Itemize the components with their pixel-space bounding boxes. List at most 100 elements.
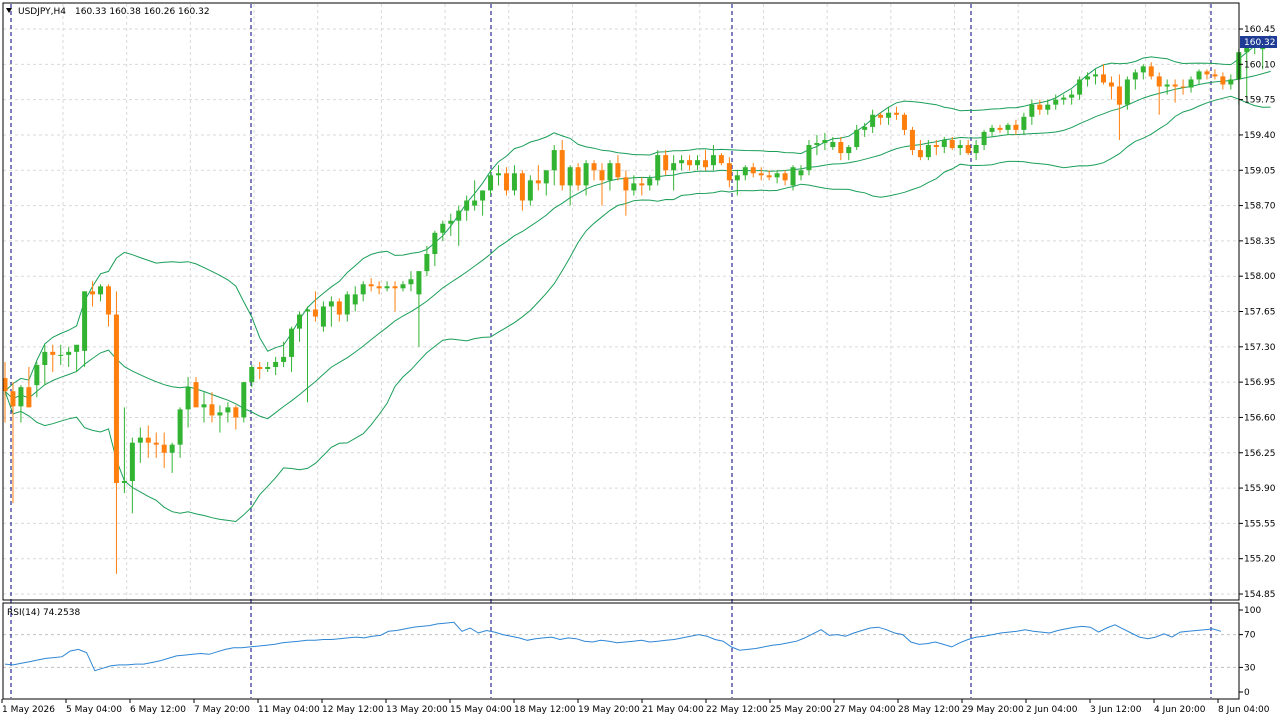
candle[interactable] (774, 170, 780, 184)
candle[interactable] (551, 145, 557, 186)
candle[interactable] (1164, 79, 1170, 95)
candle[interactable] (297, 311, 303, 342)
candle[interactable] (758, 167, 764, 181)
candle[interactable] (822, 132, 828, 151)
candle[interactable] (304, 306, 310, 403)
candle[interactable] (58, 344, 64, 365)
candle[interactable] (344, 291, 350, 322)
candle[interactable] (1188, 76, 1194, 93)
candle[interactable] (177, 407, 183, 458)
candle[interactable] (870, 109, 876, 133)
candle[interactable] (894, 106, 900, 120)
candle[interactable] (105, 284, 111, 327)
candle[interactable] (886, 106, 892, 125)
candle[interactable] (352, 286, 358, 312)
candle[interactable] (663, 150, 669, 176)
candle[interactable] (153, 432, 159, 458)
candle[interactable] (249, 364, 255, 388)
candle[interactable] (392, 281, 398, 312)
candle[interactable] (400, 281, 406, 292)
candle[interactable] (766, 170, 772, 181)
candle[interactable] (233, 405, 239, 430)
candle[interactable] (10, 382, 16, 504)
candle[interactable] (1100, 64, 1106, 85)
candle[interactable] (981, 129, 987, 151)
candle[interactable] (416, 271, 422, 347)
candle[interactable] (535, 165, 541, 191)
candle[interactable] (1124, 76, 1130, 110)
candle[interactable] (273, 356, 279, 376)
candle[interactable] (145, 425, 151, 458)
candle[interactable] (161, 432, 167, 468)
candle[interactable] (480, 190, 486, 216)
candle[interactable] (878, 112, 884, 125)
candle[interactable] (599, 163, 605, 206)
candle[interactable] (432, 230, 438, 267)
candle[interactable] (113, 291, 119, 574)
candle[interactable] (814, 134, 820, 156)
candle[interactable] (464, 195, 470, 221)
candle[interactable] (933, 139, 939, 156)
candle[interactable] (1093, 69, 1099, 85)
candle[interactable] (639, 177, 645, 196)
candle[interactable] (312, 291, 318, 322)
candle[interactable] (488, 170, 494, 196)
candle[interactable] (265, 361, 271, 373)
candle[interactable] (129, 437, 135, 514)
candle[interactable] (42, 344, 48, 386)
candlestick-series[interactable] (2, 36, 1274, 574)
candle[interactable] (1069, 89, 1075, 105)
candle[interactable] (1204, 69, 1210, 80)
rsi-series[interactable] (4, 621, 1222, 672)
candle[interactable] (193, 377, 199, 408)
candle[interactable] (1212, 69, 1218, 80)
candle[interactable] (710, 145, 716, 171)
candle[interactable] (989, 124, 995, 137)
candle[interactable] (1148, 62, 1154, 80)
candle[interactable] (567, 165, 573, 206)
candle[interactable] (368, 278, 374, 292)
candle[interactable] (209, 392, 215, 423)
candle[interactable] (973, 139, 979, 161)
candle[interactable] (838, 136, 844, 161)
candle[interactable] (941, 136, 947, 154)
candle[interactable] (575, 163, 581, 191)
candle[interactable] (281, 341, 287, 367)
candle[interactable] (257, 361, 263, 380)
candle[interactable] (448, 213, 454, 236)
candle[interactable] (615, 155, 621, 181)
candle[interactable] (607, 160, 613, 191)
candle[interactable] (1228, 74, 1234, 90)
candle[interactable] (901, 112, 907, 135)
candle[interactable] (74, 344, 80, 373)
candle[interactable] (750, 163, 756, 178)
candle[interactable] (718, 153, 724, 166)
menu-triangle-icon[interactable] (6, 8, 12, 13)
candle[interactable] (1244, 42, 1250, 100)
candle[interactable] (511, 165, 517, 196)
candle[interactable] (543, 170, 549, 196)
candle[interactable] (519, 170, 525, 211)
candle[interactable] (1220, 72, 1226, 90)
candle[interactable] (1180, 79, 1186, 95)
candle[interactable] (1061, 94, 1067, 105)
candle[interactable] (782, 170, 788, 186)
candle[interactable] (289, 326, 295, 373)
candle[interactable] (1029, 99, 1035, 125)
candle[interactable] (965, 139, 971, 156)
candle[interactable] (957, 139, 963, 156)
candle[interactable] (1005, 122, 1011, 135)
candle[interactable] (503, 167, 509, 196)
candle[interactable] (26, 366, 32, 408)
candle[interactable] (328, 296, 334, 327)
candle[interactable] (830, 136, 836, 151)
candle[interactable] (687, 155, 693, 171)
candle[interactable] (225, 402, 231, 423)
candle[interactable] (90, 281, 96, 307)
candle[interactable] (201, 392, 207, 423)
candle[interactable] (997, 124, 1003, 133)
candle[interactable] (1156, 72, 1162, 115)
candle[interactable] (671, 155, 677, 191)
candle[interactable] (623, 170, 629, 216)
